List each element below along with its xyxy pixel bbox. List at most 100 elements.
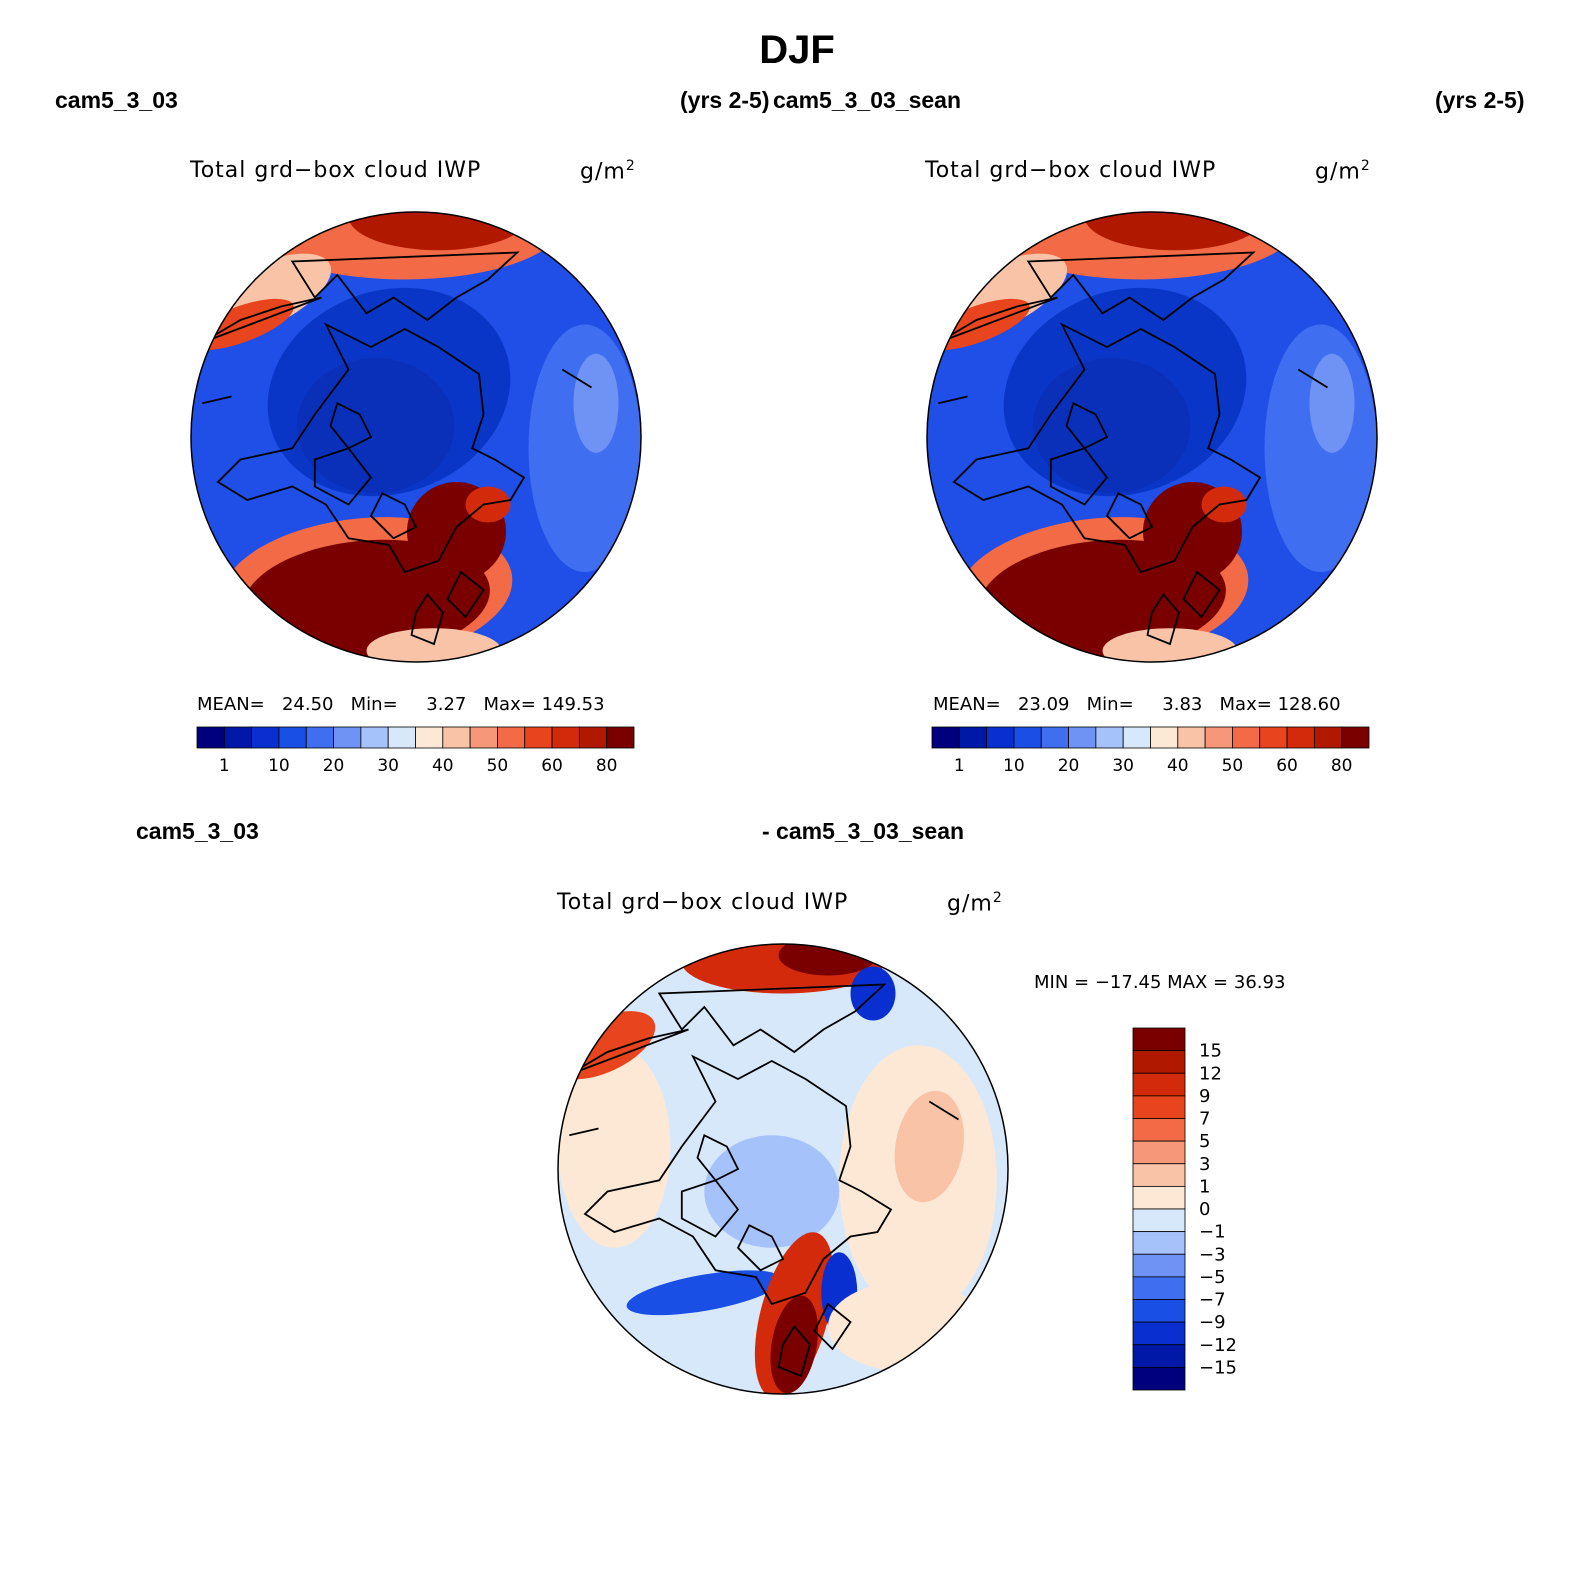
colorbar-3-tick-label: −9 — [1199, 1312, 1226, 1333]
coastline-3 — [952, 322, 1262, 574]
colorbar-2-bin — [1122, 726, 1151, 749]
coastline-7 — [777, 1324, 811, 1378]
colorbar-2-bin — [986, 726, 1015, 749]
colorbar-1-tick-label: 60 — [541, 756, 563, 776]
panel-1-stats: MEAN= 24.50 Min= 3.27 Max= 149.53 — [197, 694, 605, 715]
colorbar-3-bin — [1132, 1344, 1186, 1368]
coastline-5 — [1065, 402, 1109, 450]
coastline-8 — [1182, 570, 1221, 619]
colorbar-1-tick-label: 80 — [596, 756, 618, 776]
coastline-6 — [369, 492, 418, 540]
colorbar-3-bin — [1132, 1027, 1186, 1052]
colorbar-1-bin — [442, 726, 471, 749]
colorbar-3-tick-label: −15 — [1199, 1357, 1237, 1378]
colorbar-2-bin — [931, 726, 960, 749]
colorbar-3-bin — [1132, 1208, 1186, 1233]
colorbar-3-bin — [1132, 1095, 1186, 1119]
colorbar-3-bin — [1132, 1276, 1186, 1300]
panel-1-title: Total grd−box cloud IWP — [190, 158, 482, 183]
colorbar-1-bin — [415, 726, 444, 749]
coastline-10 — [202, 395, 232, 405]
colorbar-1-bin — [497, 726, 526, 749]
colorbar-1-bin — [305, 726, 334, 749]
colorbar-2-bin — [1013, 726, 1042, 749]
map-panel-2 — [927, 212, 1377, 662]
colorbar-3-bin — [1132, 1118, 1186, 1142]
colorbar-1-tick-label: 40 — [432, 756, 454, 776]
colorbar-3-bin — [1132, 1163, 1186, 1187]
colorbar-3-tick-label: 7 — [1199, 1109, 1210, 1130]
pacific-warm-core — [894, 1090, 964, 1203]
colorbar-3-tick-label: 9 — [1199, 1086, 1210, 1107]
coastline-9 — [561, 368, 592, 389]
colorbar-1-tick-label: 1 — [219, 756, 230, 776]
coastline-2 — [568, 1028, 689, 1076]
coastline-10 — [569, 1127, 599, 1137]
colorbar-3-tick-label: −12 — [1199, 1335, 1237, 1356]
coastline-5 — [696, 1134, 740, 1182]
figure-title: DJF — [759, 28, 835, 72]
colorbar-1-bin — [524, 726, 553, 749]
pacific-pale-field — [1309, 353, 1355, 453]
north-storm-track-core — [1084, 212, 1265, 251]
colorbar-3-tick-label: −7 — [1199, 1290, 1226, 1311]
colorbar-2-tick-label: 10 — [1003, 756, 1025, 776]
coastline-6 — [736, 1224, 785, 1272]
top-right-case-label: cam5_3_03_sean — [773, 87, 961, 113]
colorbar-2-tick-label: 20 — [1058, 756, 1080, 776]
colorbar-2-bin — [1232, 726, 1261, 749]
colorbar-3-bin — [1132, 1140, 1186, 1165]
coastline-9 — [928, 1100, 959, 1121]
colorbar-2-tick-label: 80 — [1331, 756, 1353, 776]
colorbar-2-bin — [1313, 726, 1343, 749]
colorbar-1-bin — [387, 726, 416, 749]
colorbar-1-bin — [223, 726, 253, 749]
colorbar-2-bin — [1341, 726, 1370, 749]
colorbar-3-tick-label: 0 — [1199, 1199, 1210, 1220]
coastline-1 — [290, 251, 520, 322]
colorbar-2-tick-label: 40 — [1167, 756, 1189, 776]
colorbar-2-tick-label: 50 — [1222, 756, 1244, 776]
colorbar-2-bin — [1068, 726, 1097, 749]
colorbar-3-bin — [1132, 1072, 1186, 1097]
coastline-1 — [1026, 251, 1256, 322]
colorbar-1-bin — [251, 726, 280, 749]
map-panel-3-border — [557, 943, 1009, 1395]
asia-warm-field — [828, 1281, 986, 1372]
panel-3-units: g/m2 — [947, 890, 1003, 917]
colorbar-3-bin — [1132, 1366, 1186, 1391]
coastline-8 — [813, 1302, 852, 1351]
colorbar-3-tick-label: 1 — [1199, 1176, 1210, 1197]
arctic-deep-field — [1032, 358, 1191, 494]
colorbar-3-tick-label: −1 — [1199, 1222, 1226, 1243]
pacific-pale-field — [573, 353, 619, 453]
colorbar-1-tick-label: 10 — [268, 756, 290, 776]
coastline-4 — [680, 1179, 740, 1238]
west-warm-field — [558, 1045, 671, 1248]
coastline-7 — [1146, 592, 1180, 646]
top-left-case-label: cam5_3_03 — [55, 87, 178, 113]
colorbar-3-bin — [1132, 1050, 1186, 1074]
coastline-2 — [937, 296, 1058, 344]
coastline-1 — [657, 983, 887, 1054]
colorbar-2-tick-label: 1 — [954, 756, 965, 776]
colorbar-1-bin — [333, 726, 362, 749]
colorbar-3-tick-label: 15 — [1199, 1041, 1222, 1062]
top-left-years-label: (yrs 2-5) — [680, 87, 770, 113]
north-blue-spot — [850, 966, 896, 1021]
coastline-4 — [1049, 447, 1109, 506]
panel-3-stats: MIN = −17.45 MAX = 36.93 — [1034, 972, 1286, 993]
coastline-9 — [1297, 368, 1328, 389]
panel-3-title: Total grd−box cloud IWP — [557, 890, 849, 915]
colorbar-2-tick-label: 30 — [1112, 756, 1134, 776]
coastline-3 — [583, 1054, 893, 1306]
map-panel-1 — [191, 212, 641, 662]
map-panel-3 — [558, 944, 1008, 1394]
colorbar-1-tick-label: 30 — [377, 756, 399, 776]
colorbar-2-bin — [958, 726, 988, 749]
colorbar-3-tick-label: 12 — [1199, 1063, 1222, 1084]
colorbar-3-tick-label: 5 — [1199, 1131, 1210, 1152]
colorbar-3-tick-label: −3 — [1199, 1244, 1226, 1265]
europe-pale-edge — [366, 628, 502, 662]
